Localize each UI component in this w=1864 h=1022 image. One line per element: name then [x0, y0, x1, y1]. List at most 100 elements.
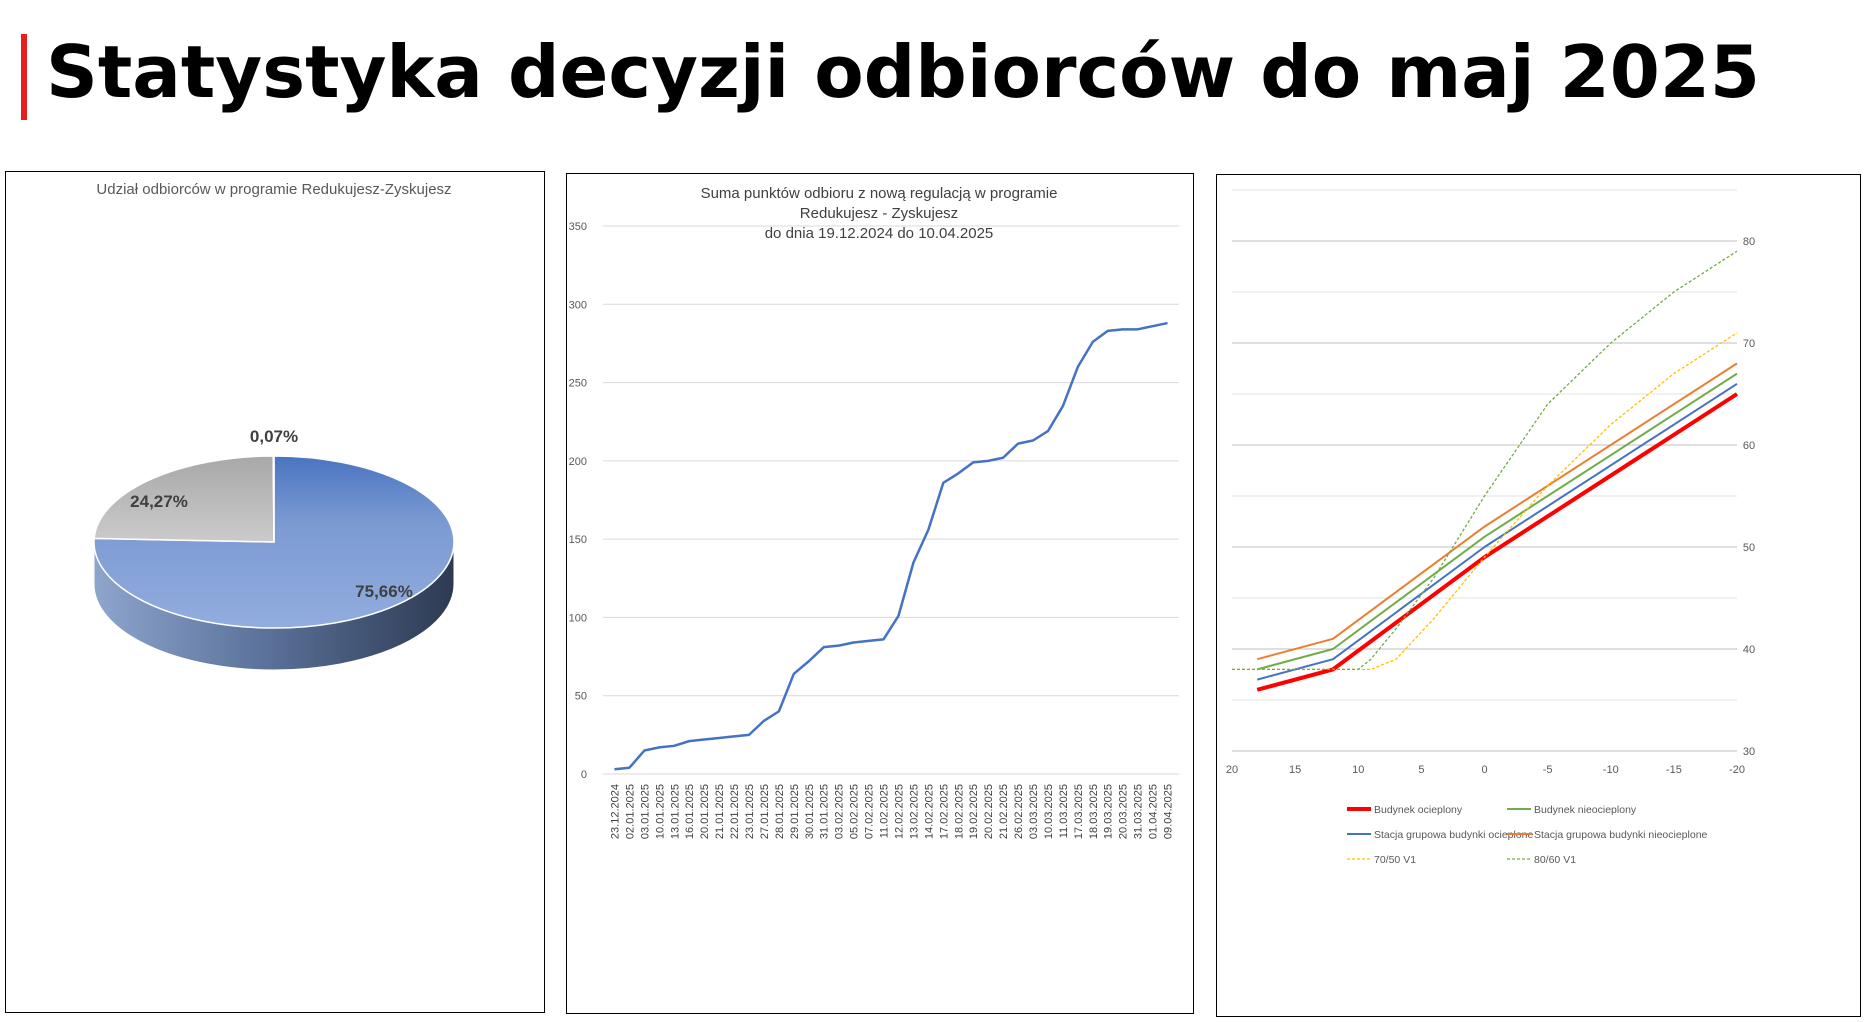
pie-slice-label: 24,27% — [130, 492, 188, 511]
heating-series-line — [1256, 362, 1738, 661]
heating-series-line — [1256, 392, 1739, 692]
page-title: Statystyka decyzji odbiorców do maj 2025 — [46, 30, 1761, 114]
cumulative-x-tick: 09.04.2025 — [1163, 784, 1175, 839]
cumulative-grid — [603, 225, 1179, 775]
heating-y-tick: 30 — [1743, 746, 1755, 758]
cumulative-x-tick: 31.01.2025 — [819, 784, 831, 839]
cumulative-x-tick: 19.02.2025 — [968, 784, 980, 839]
heating-y-tick: 40 — [1743, 644, 1755, 656]
cumulative-x-tick: 17.02.2025 — [938, 784, 950, 839]
cumulative-y-ticks: 0 50 100 150 200 250 300 350 — [569, 221, 587, 781]
pie-chart-title: Udział odbiorców w programie Redukujesz-… — [96, 181, 451, 198]
pie-labels: 75,66% 24,27% 0,07% — [130, 427, 413, 601]
cumulative-x-tick: 05.02.2025 — [849, 784, 861, 839]
cumulative-chart-title: Suma punktów odbioru z nową regulacją w … — [701, 185, 1058, 242]
cumulative-y-tick: 250 — [569, 378, 587, 390]
cumulative-x-tick: 03.02.2025 — [834, 784, 846, 839]
cumulative-title-line: Suma punktów odbioru z nową regulacją w … — [701, 185, 1058, 202]
cumulative-x-tick: 18.03.2025 — [1088, 784, 1100, 839]
cumulative-x-tick: 21.02.2025 — [998, 784, 1010, 839]
cumulative-x-tick: 18.02.2025 — [953, 784, 965, 839]
cumulative-title-line: do dnia 19.12.2024 do 10.04.2025 — [765, 225, 994, 242]
cumulative-x-ticks: 23.12.2024 02.01.2025 03.01.2025 10.01.2025… — [609, 784, 1174, 839]
cumulative-x-tick: 13.01.2025 — [669, 784, 681, 839]
cumulative-y-tick: 150 — [569, 534, 587, 546]
cumulative-y-tick: 0 — [581, 769, 587, 781]
cumulative-x-tick: 21.01.2025 — [714, 784, 726, 839]
cumulative-x-tick: 28.01.2025 — [774, 784, 786, 839]
cumulative-x-tick: 20.03.2025 — [1118, 784, 1130, 839]
heating-y-tick: 70 — [1743, 338, 1755, 350]
heating-x-tick: -15 — [1666, 764, 1682, 776]
cumulative-x-tick: 03.03.2025 — [1028, 784, 1040, 839]
heating-y-tick: 60 — [1743, 440, 1755, 452]
cumulative-x-tick: 31.03.2025 — [1133, 784, 1145, 839]
cumulative-chart-panel: Suma punktów odbioru z nową regulacją w … — [566, 173, 1194, 1014]
cumulative-x-tick: 12.02.2025 — [893, 784, 905, 839]
pie-slice — [93, 455, 455, 629]
pie-slice-label: 75,66% — [355, 582, 413, 601]
heating-legend-label: 80/60 V1 — [1534, 854, 1576, 866]
heating-legend: Budynek ocieplony Budynek nieocieplony Sta… — [1347, 804, 1708, 866]
heating-x-tick: 10 — [1352, 764, 1364, 776]
heating-y-ticks: 30 40 50 60 70 80 — [1743, 236, 1755, 758]
cumulative-x-tick: 11.02.2025 — [879, 784, 891, 838]
heating-y-tick: 50 — [1743, 542, 1755, 554]
cumulative-x-tick: 14.02.2025 — [923, 784, 935, 839]
heating-legend-label: Budynek ocieplony — [1374, 804, 1463, 816]
cumulative-y-tick: 300 — [569, 299, 587, 311]
title-accent-bar — [21, 34, 27, 120]
cumulative-x-tick: 23.01.2025 — [744, 784, 756, 839]
cumulative-x-tick: 03.01.2025 — [639, 784, 651, 839]
cumulative-x-tick: 27.01.2025 — [759, 784, 771, 839]
heating-legend-label: Stacja grupowa budynki nieocieplone — [1534, 829, 1708, 841]
cumulative-x-tick: 16.01.2025 — [684, 784, 696, 839]
heating-x-tick: -10 — [1603, 764, 1619, 776]
heating-y-tick: 80 — [1743, 236, 1755, 248]
cumulative-series — [614, 321, 1168, 771]
pie-slice — [272, 455, 275, 543]
pie-slice — [93, 455, 275, 543]
heating-legend-label: 70/50 V1 — [1374, 854, 1416, 866]
cumulative-y-tick: 200 — [569, 456, 587, 468]
heating-curve-panel: 30 40 50 60 70 80 20 15 10 5 0 -5 -10 -15 -20 Budynek… — [1216, 174, 1861, 1017]
pie-chart: Udział odbiorców w programie Redukujesz-… — [93, 181, 455, 671]
cumulative-x-tick: 13.02.2025 — [908, 784, 920, 839]
cumulative-x-tick: 30.01.2025 — [804, 784, 816, 839]
heating-legend-label: Stacja grupowa budynki ocieplone — [1374, 829, 1534, 841]
cumulative-x-tick: 11.03.2025 — [1058, 784, 1070, 838]
heating-series-line — [1256, 382, 1738, 681]
cumulative-x-tick: 22.01.2025 — [729, 784, 741, 839]
cumulative-x-tick: 26.02.2025 — [1013, 784, 1025, 839]
cumulative-x-tick: 10.01.2025 — [654, 784, 666, 839]
cumulative-series-line — [614, 321, 1168, 771]
cumulative-x-tick: 19.03.2025 — [1103, 784, 1115, 839]
heating-series — [1232, 250, 1739, 692]
heating-series-line — [1256, 372, 1738, 671]
pie-body — [93, 455, 455, 671]
heating-series-line — [1232, 332, 1738, 671]
heating-legend-label: Budynek nieocieplony — [1534, 804, 1637, 816]
cumulative-y-tick: 350 — [569, 221, 587, 233]
cumulative-x-tick: 01.04.2025 — [1148, 784, 1160, 839]
cumulative-x-tick: 29.01.2025 — [789, 784, 801, 839]
heating-series-line — [1232, 250, 1738, 671]
heating-x-tick: -5 — [1543, 764, 1553, 776]
heating-x-tick: -20 — [1729, 764, 1745, 776]
heating-x-tick: 15 — [1289, 764, 1301, 776]
heating-x-tick: 5 — [1418, 764, 1424, 776]
heating-x-tick: 0 — [1481, 764, 1487, 776]
pie-chart-panel: Udział odbiorców w programie Redukujesz-… — [5, 171, 545, 1013]
cumulative-title-line: Redukujesz - Zyskujesz — [800, 205, 958, 222]
cumulative-y-tick: 100 — [569, 612, 587, 624]
cumulative-x-tick: 20.02.2025 — [983, 784, 995, 839]
cumulative-line-chart: Suma punktów odbioru z nową regulacją w … — [569, 185, 1179, 839]
heating-x-tick: 20 — [1226, 764, 1238, 776]
heating-x-ticks: 20 15 10 5 0 -5 -10 -15 -20 — [1226, 764, 1745, 776]
cumulative-x-tick: 02.01.2025 — [624, 784, 636, 839]
cumulative-y-tick: 50 — [575, 691, 587, 703]
cumulative-x-tick: 07.02.2025 — [864, 784, 876, 839]
cumulative-x-tick: 20.01.2025 — [699, 784, 711, 839]
cumulative-x-tick: 23.12.2024 — [609, 784, 621, 839]
